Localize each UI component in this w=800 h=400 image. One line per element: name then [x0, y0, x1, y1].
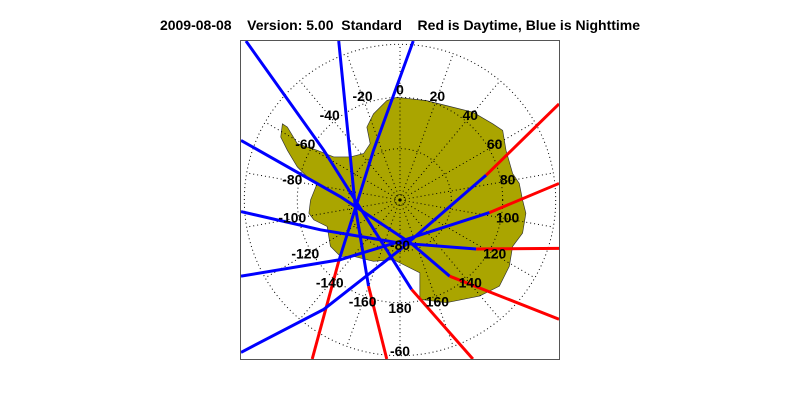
- latitude-circle: [243, 43, 557, 357]
- longitude-label: 120: [483, 245, 506, 261]
- daytime-track: [310, 260, 341, 359]
- nighttime-track: [244, 41, 413, 291]
- longitude-label: -40: [320, 107, 340, 123]
- longitude-label: -80: [282, 172, 302, 188]
- daytime-track: [485, 102, 559, 177]
- daytime-track: [476, 246, 559, 251]
- plot-title: 2009-08-08 Version: 5.00 Standard Red is…: [0, 17, 800, 33]
- longitude-label: 140: [459, 274, 482, 290]
- orbit-tracks: [241, 41, 559, 359]
- daytime-track: [449, 274, 559, 321]
- antarctica-landmass: [280, 96, 527, 304]
- longitude-label: 80: [500, 172, 516, 188]
- daytime-track: [410, 288, 474, 359]
- longitude-label: -140: [316, 274, 344, 290]
- south-pole-marker: [398, 198, 402, 202]
- longitude-label: 60: [487, 136, 503, 152]
- daytime-track: [367, 285, 389, 359]
- longitude-label: 160: [426, 293, 449, 309]
- latitude-circle: [296, 96, 504, 304]
- title-version: Version: 5.00: [247, 17, 334, 33]
- longitude-label: 40: [463, 107, 479, 123]
- longitude-label: -60: [295, 136, 315, 152]
- latitude-circle: [394, 194, 406, 206]
- title-date: 2009-08-08: [159, 17, 232, 33]
- graticule: [243, 43, 557, 357]
- nighttime-track: [241, 211, 490, 278]
- longitude-label: -120: [291, 245, 319, 261]
- longitude-label: 20: [430, 88, 446, 104]
- title-legend-note: Red is Daytime, Blue is Nighttime: [417, 17, 641, 33]
- longitude-label: -20: [353, 88, 373, 104]
- nighttime-track: [241, 139, 451, 278]
- longitude-label: 0: [396, 81, 404, 97]
- nighttime-track: [241, 210, 477, 251]
- daytime-track: [488, 182, 559, 214]
- latitude-circle: [348, 148, 452, 252]
- latitude-label: -60: [390, 343, 410, 359]
- nighttime-track: [337, 41, 415, 262]
- latitude-label: -80: [390, 237, 410, 253]
- nighttime-track: [241, 174, 488, 354]
- longitude-label: -160: [349, 293, 377, 309]
- longitude-label: -100: [278, 210, 306, 226]
- longitude-label: 100: [496, 210, 519, 226]
- longitude-label: 180: [388, 300, 411, 316]
- title-product: Standard: [341, 17, 402, 33]
